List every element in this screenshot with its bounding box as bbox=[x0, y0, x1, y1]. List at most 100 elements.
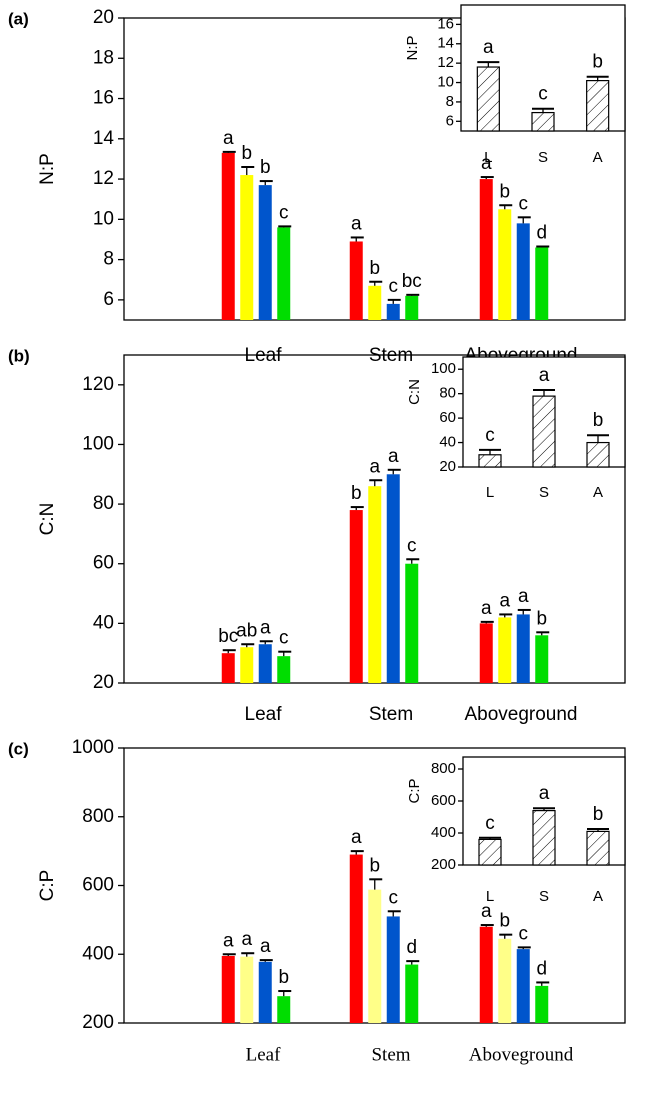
bar bbox=[498, 617, 512, 683]
inset-y-tick-label: 600 bbox=[431, 792, 456, 809]
significance-letter: c bbox=[279, 202, 289, 223]
significance-letter: c bbox=[407, 535, 417, 556]
significance-letter: a bbox=[351, 213, 362, 234]
inset-y-label: C:P bbox=[406, 778, 423, 803]
significance-letter: c bbox=[389, 276, 399, 297]
y-tick-label: 16 bbox=[93, 88, 114, 109]
inset-y-tick-label: 16 bbox=[437, 15, 454, 32]
significance-letter: a bbox=[518, 586, 529, 607]
panel-label: (b) bbox=[8, 346, 30, 365]
bar bbox=[258, 961, 272, 1023]
x-tick-label: Stem bbox=[371, 1044, 410, 1065]
bar bbox=[277, 996, 291, 1023]
significance-letter: b bbox=[351, 483, 362, 504]
inset-letter: a bbox=[483, 37, 494, 58]
y-tick-label: 1000 bbox=[72, 737, 114, 758]
significance-letter: d bbox=[536, 958, 547, 979]
significance-letter: a bbox=[241, 929, 252, 950]
y-tick-label: 80 bbox=[93, 493, 114, 514]
inset-letter: c bbox=[485, 425, 495, 446]
significance-letter: a bbox=[369, 456, 380, 477]
bar bbox=[349, 854, 363, 1023]
inset-y-tick-label: 40 bbox=[439, 434, 456, 451]
significance-letter: a bbox=[481, 901, 492, 922]
panel-label: (c) bbox=[8, 739, 29, 758]
significance-letter: b bbox=[241, 143, 252, 164]
inset-letter: b bbox=[592, 52, 603, 73]
significance-letter: a bbox=[481, 153, 492, 174]
bar bbox=[368, 486, 382, 683]
bar bbox=[479, 926, 493, 1023]
inset-bar bbox=[586, 830, 610, 866]
bar bbox=[479, 623, 493, 683]
significance-letter: c bbox=[519, 193, 529, 214]
bar bbox=[386, 303, 400, 320]
significance-letter: a bbox=[223, 128, 234, 149]
inset-y-tick-label: 20 bbox=[439, 458, 456, 475]
bar bbox=[258, 185, 272, 320]
inset-y-tick-label: 400 bbox=[431, 824, 456, 841]
inset-x-tick-label: S bbox=[538, 149, 548, 166]
inset-y-tick-label: 60 bbox=[439, 409, 456, 426]
inset-x-tick-label: A bbox=[593, 149, 603, 166]
inset-letter: a bbox=[539, 783, 550, 804]
inset-bar bbox=[476, 66, 500, 132]
inset-letter: c bbox=[485, 813, 495, 834]
significance-letter: c bbox=[519, 923, 529, 944]
y-tick-label: 18 bbox=[93, 47, 114, 68]
y-tick-label: 8 bbox=[103, 249, 114, 270]
y-tick-label: 6 bbox=[103, 289, 114, 310]
bar bbox=[221, 955, 235, 1023]
bar bbox=[498, 938, 512, 1023]
inset-bar bbox=[532, 809, 556, 866]
inset-y-tick-label: 12 bbox=[437, 54, 454, 71]
y-tick-label: 400 bbox=[82, 943, 114, 964]
inset-bar bbox=[532, 395, 556, 468]
bar bbox=[386, 916, 400, 1023]
y-axis-label: C:P bbox=[37, 870, 58, 902]
y-tick-label: 100 bbox=[82, 433, 114, 454]
bar bbox=[516, 614, 530, 683]
inset-y-tick-label: 800 bbox=[431, 760, 456, 777]
y-tick-label: 800 bbox=[82, 806, 114, 827]
bar bbox=[386, 474, 400, 683]
inset-y-tick-label: 10 bbox=[437, 74, 454, 91]
inset-bar bbox=[478, 454, 502, 468]
y-tick-label: 12 bbox=[93, 168, 114, 189]
significance-letter: c bbox=[389, 887, 399, 908]
bar bbox=[277, 227, 291, 320]
bar bbox=[535, 247, 549, 320]
bar bbox=[405, 563, 419, 683]
significance-letter: b bbox=[369, 258, 380, 279]
significance-letter: b bbox=[369, 855, 380, 876]
inset-letter: b bbox=[593, 410, 604, 431]
inset-x-tick-label: L bbox=[484, 149, 492, 166]
y-tick-label: 10 bbox=[93, 208, 114, 229]
significance-letter: ab bbox=[236, 620, 257, 641]
inset-x-tick-label: L bbox=[486, 888, 494, 905]
bar bbox=[349, 510, 363, 683]
inset-x-tick-label: S bbox=[539, 484, 549, 501]
significance-letter: b bbox=[260, 157, 271, 178]
bar bbox=[405, 295, 419, 320]
bar bbox=[221, 152, 235, 320]
y-tick-label: 40 bbox=[93, 612, 114, 633]
inset-bar bbox=[586, 441, 610, 468]
inset-y-tick-label: 6 bbox=[446, 112, 454, 129]
bar bbox=[368, 889, 382, 1023]
bar bbox=[240, 175, 254, 320]
inset-x-tick-label: S bbox=[539, 888, 549, 905]
significance-letter: bc bbox=[218, 626, 238, 647]
significance-letter: d bbox=[536, 223, 547, 244]
inset-x-tick-label: A bbox=[593, 484, 603, 501]
inset-x-tick-label: L bbox=[486, 484, 494, 501]
bar bbox=[516, 223, 530, 320]
y-tick-label: 14 bbox=[93, 128, 115, 149]
inset-bar bbox=[478, 838, 502, 866]
bar bbox=[368, 285, 382, 320]
y-tick-label: 120 bbox=[82, 374, 114, 395]
bar bbox=[240, 956, 254, 1023]
x-tick-label: Aboveground bbox=[469, 1044, 574, 1065]
panel-label: (a) bbox=[8, 9, 29, 28]
